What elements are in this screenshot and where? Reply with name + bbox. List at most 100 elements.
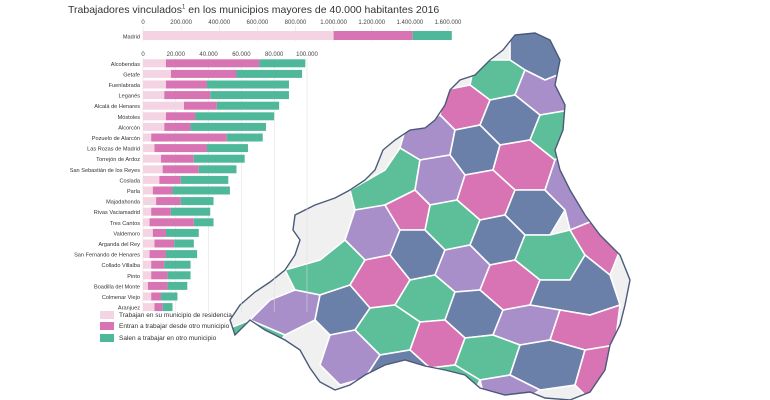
category-label: Las Rozas de Madrid bbox=[87, 147, 140, 153]
category-label: Collado Villalba bbox=[102, 263, 141, 269]
legend-swatch bbox=[100, 311, 114, 319]
x-tick-label: 1.400.000 bbox=[397, 20, 424, 26]
legend-item-residence: Trabajan en su municipio de residencia bbox=[100, 311, 232, 319]
bar-segment bbox=[164, 91, 211, 100]
bar-segment bbox=[195, 112, 275, 121]
category-label: Fuenlabrada bbox=[109, 83, 141, 89]
x-tick-label: 1.200.000 bbox=[358, 20, 385, 26]
bar-segment bbox=[162, 303, 173, 312]
legend-label: Entran a trabajar desde otro municipio bbox=[119, 322, 230, 330]
bar-segment bbox=[161, 292, 178, 301]
bar-segment bbox=[180, 197, 214, 206]
bar-segment bbox=[154, 303, 163, 312]
bar-segment bbox=[143, 250, 150, 259]
bar-segment bbox=[193, 218, 214, 227]
legend-item-out: Salen a trabajar en otro municipio bbox=[100, 334, 216, 342]
x-tick-label: 1.600.000 bbox=[435, 20, 462, 26]
category-label: Tres Cantos bbox=[110, 221, 140, 227]
bar-segment bbox=[143, 80, 166, 89]
bar-segment bbox=[159, 175, 181, 184]
category-label: Alcobendas bbox=[111, 62, 140, 68]
category-label: Parla bbox=[127, 189, 141, 195]
category-label: Arganda del Rey bbox=[98, 242, 140, 248]
bar-segment bbox=[165, 250, 198, 259]
bar-segment bbox=[193, 154, 245, 163]
x-tick-label: 600.000 bbox=[247, 20, 269, 26]
x-tick-label: 200.000 bbox=[170, 20, 192, 26]
category-label: Leganés bbox=[119, 94, 141, 100]
bar-segment bbox=[149, 218, 194, 227]
bar-segment bbox=[143, 122, 165, 131]
bar-segment bbox=[180, 175, 229, 184]
x-tick-label: 20.000 bbox=[167, 52, 186, 58]
bar-segment bbox=[143, 228, 153, 237]
x-tick-label: 100.000 bbox=[296, 52, 318, 58]
bar-segment bbox=[206, 144, 248, 153]
x-tick-label: 80.000 bbox=[265, 52, 284, 58]
bar-segment bbox=[167, 281, 188, 290]
category-label: Pinto bbox=[127, 274, 140, 280]
bar-segment bbox=[412, 31, 452, 40]
bar-segment bbox=[210, 91, 289, 100]
bar-segment bbox=[154, 144, 207, 153]
category-label: Coslada bbox=[119, 178, 140, 184]
bar-segment bbox=[143, 303, 155, 312]
x-tick-label: 40.000 bbox=[199, 52, 218, 58]
bar-segment bbox=[143, 207, 152, 216]
x-tick-label: 1.000.000 bbox=[320, 20, 347, 26]
bar-segment bbox=[143, 154, 162, 163]
bar-segment bbox=[143, 292, 152, 301]
bar-segment bbox=[165, 80, 207, 89]
chart-title: Trabajadores vinculados1 en los municipi… bbox=[68, 4, 440, 16]
bar-segment bbox=[198, 165, 237, 174]
bar-segment bbox=[151, 260, 165, 269]
bar-segment bbox=[226, 133, 263, 142]
bar-segment bbox=[165, 228, 199, 237]
bar-segment bbox=[236, 69, 303, 78]
category-label: San Fernando de Henares bbox=[74, 253, 140, 259]
bar-segment bbox=[147, 281, 168, 290]
category-label: Majadahonda bbox=[106, 200, 141, 206]
bar-segment bbox=[143, 260, 152, 269]
bar-segment bbox=[174, 239, 194, 248]
bar-segment bbox=[161, 154, 194, 163]
bar-segment bbox=[143, 59, 166, 68]
category-label: Madrid bbox=[123, 35, 140, 41]
category-label: Rivas Vaciamadrid bbox=[94, 210, 140, 216]
bar-segment bbox=[143, 69, 171, 78]
bar-segment bbox=[152, 228, 166, 237]
bar-segment bbox=[143, 271, 152, 280]
category-label: Aranjuez bbox=[118, 306, 140, 312]
bar-segment bbox=[190, 122, 266, 131]
x-tick-label: 800.000 bbox=[285, 20, 307, 26]
category-label: San Sebastián de los Reyes bbox=[70, 168, 140, 174]
bar-segment bbox=[162, 165, 199, 174]
bar-segment bbox=[167, 271, 191, 280]
legend-swatch bbox=[100, 322, 114, 330]
bar-segment bbox=[170, 69, 237, 78]
region-outline bbox=[229, 32, 631, 400]
bar-segment bbox=[143, 144, 155, 153]
x-tick-label: 0 bbox=[141, 20, 145, 26]
bar-segment bbox=[143, 165, 163, 174]
category-label: Pozuelo de Alarcón bbox=[92, 136, 140, 142]
bar-segment bbox=[164, 122, 191, 131]
bar-segment bbox=[172, 186, 230, 195]
madrid-municipalities-map bbox=[229, 32, 631, 400]
bar-segment bbox=[165, 59, 260, 68]
category-label: Torrejón de Ardoz bbox=[96, 157, 140, 163]
bar-segment bbox=[151, 292, 162, 301]
bar-segment bbox=[170, 207, 211, 216]
legend-label: Salen a trabajar en otro municipio bbox=[119, 334, 217, 342]
bar-segment bbox=[149, 250, 166, 259]
bar-segment bbox=[143, 186, 153, 195]
category-label: Móstoles bbox=[118, 115, 141, 121]
bar-segment bbox=[143, 31, 334, 40]
bar-segment bbox=[151, 207, 171, 216]
map-zone bbox=[383, 189, 431, 231]
legend-item-in: Entran a trabajar desde otro municipio bbox=[100, 322, 229, 330]
bar-segment bbox=[184, 101, 217, 110]
bar-segment bbox=[333, 31, 413, 40]
stacked-bar-charts: 0 200.000 400.000 600.000 800.000 1.000.000 1.… bbox=[70, 20, 462, 313]
category-label: Boadilla del Monte bbox=[94, 284, 140, 290]
